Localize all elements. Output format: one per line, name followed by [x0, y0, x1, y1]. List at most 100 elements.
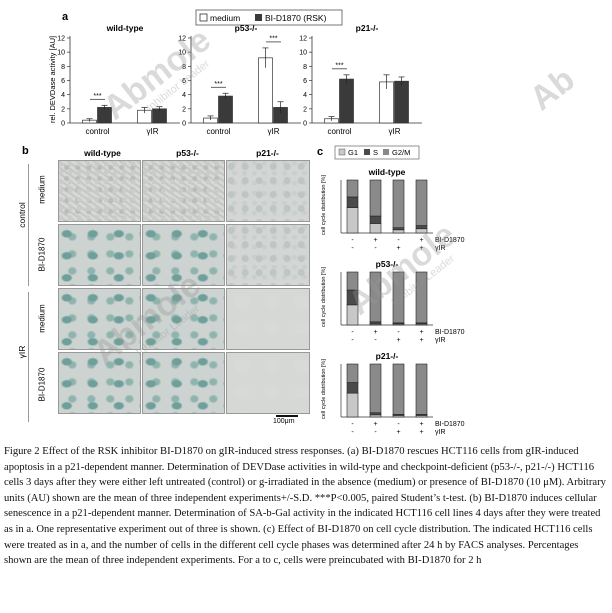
col-header-p53: p53-/-	[176, 148, 199, 158]
panel-a-bar-charts: a medium BI-D1870 (RSK) rel. DEVDase act…	[48, 9, 422, 136]
micrograph-p21-gir-bi	[226, 352, 310, 414]
stacked-segment	[369, 179, 382, 217]
stacked-segment	[346, 271, 359, 291]
chart-title: wild-type	[368, 167, 406, 177]
sign-gir: -	[351, 429, 354, 436]
sign-gir: -	[351, 245, 354, 252]
row-group-control: control	[17, 202, 27, 228]
stacked-segment	[369, 271, 382, 323]
x-tick-label: γIR	[389, 127, 401, 136]
panel-a-label: a	[62, 11, 69, 23]
panel-b-micrographs: b wild-type p53-/- p21-/- control γIR me…	[0, 142, 315, 438]
chart-title: wild-type	[106, 23, 144, 33]
row-label-bi: BI-D1870	[435, 237, 465, 244]
stacked-segment	[415, 228, 428, 234]
micrograph-p53-gir-medium	[142, 288, 225, 350]
sign-bi: +	[373, 329, 377, 336]
bar	[97, 107, 112, 124]
stacked-segment	[346, 179, 359, 198]
y-axis-label: cell cycle distribution [%]	[321, 267, 327, 327]
y-tick-label: 4	[61, 92, 65, 99]
scale-bar-label: 100μm	[273, 418, 295, 425]
y-axis-label: cell cycle distribution [%]	[321, 359, 327, 419]
legend-bi-label: BI-D1870 (RSK)	[265, 13, 327, 23]
chart-title: p53-/-	[235, 23, 258, 33]
chart-a-0: 0 2 4 6 8 10 12 wild-type control *** γIR	[57, 23, 180, 136]
legend-g2m-label: G2/M	[392, 148, 410, 157]
micrograph-wt-control-bi	[58, 224, 141, 286]
row-label-gir-bi: BI-D1870	[37, 367, 47, 402]
x-tick-label: control	[85, 127, 109, 136]
sign-gir: +	[419, 429, 423, 436]
legend-g1-label: G1	[348, 148, 358, 157]
row-label-control-bi: BI-D1870	[37, 237, 47, 272]
stacked-segment	[392, 229, 405, 234]
row-label-gir: γIR	[435, 429, 446, 436]
row-label-gir: γIR	[435, 337, 446, 344]
sign-gir: -	[374, 337, 377, 344]
y-axis-label: cell cycle distribution [%]	[321, 175, 327, 235]
y-tick-label: 6	[303, 78, 307, 85]
x-tick-label: γIR	[268, 127, 280, 136]
y-tick-label: 8	[303, 64, 307, 71]
chart-c-2: p21-/-cell cycle distribution [%]--+--++…	[321, 351, 465, 436]
stacked-segment	[369, 412, 382, 416]
y-tick-label: 2	[182, 106, 186, 113]
y-tick-label: 0	[61, 121, 65, 128]
y-tick-label: 6	[182, 78, 186, 85]
stacked-segment	[346, 363, 359, 383]
x-tick-label: control	[327, 127, 351, 136]
row-label-control-medium: medium	[37, 175, 47, 204]
y-tick-label: 12	[178, 36, 186, 43]
chart-a-2: 0 2 4 6 8 10 12 p21-/- control *** γIR	[299, 23, 422, 136]
row-label-bi: BI-D1870	[435, 329, 465, 336]
stacked-segment	[415, 179, 428, 226]
stacked-segment	[392, 363, 405, 415]
significance-label: ***	[93, 93, 101, 100]
stacked-segment	[346, 392, 359, 418]
chart-title: p53-/-	[376, 259, 399, 269]
bar	[394, 80, 409, 124]
micrograph-p21-control-medium	[226, 160, 310, 222]
chart-a-1: 0 2 4 6 8 10 12 p53-/- control *** γIR ***	[178, 23, 301, 136]
sign-bi: +	[373, 421, 377, 428]
sign-bi: +	[419, 237, 423, 244]
stacked-segment	[392, 271, 405, 324]
stacked-segment	[346, 289, 359, 306]
y-tick-label: 4	[303, 92, 307, 99]
panel-c-stacked-charts: c G1 S G2/M wild-type cell cycle distribu…	[317, 145, 465, 436]
sign-gir: +	[396, 337, 400, 344]
significance-label: ***	[335, 62, 343, 69]
sign-bi: +	[373, 237, 377, 244]
y-tick-label: 10	[57, 50, 65, 57]
panel-a-ylabel: rel. DEVDase activity [AU]	[48, 36, 57, 123]
sign-bi: -	[351, 421, 354, 428]
sign-gir: -	[374, 245, 377, 252]
micrograph-p53-control-medium	[142, 160, 225, 222]
y-tick-label: 4	[182, 92, 186, 99]
col-header-wild-type: wild-type	[84, 148, 121, 158]
sign-bi: +	[419, 421, 423, 428]
panel-a-legend: medium BI-D1870 (RSK)	[195, 9, 343, 26]
significance-label: ***	[269, 35, 277, 42]
sign-gir: +	[419, 245, 423, 252]
y-tick-label: 10	[299, 50, 307, 57]
x-tick-label: γIR	[147, 127, 159, 136]
row-label-bi: BI-D1870	[435, 421, 465, 428]
stacked-segment	[346, 207, 359, 234]
stacked-segment	[392, 227, 405, 231]
micrograph-p21-control-bi	[226, 224, 310, 286]
chart-c-1: p53-/-cell cycle distribution [%]--+--++…	[321, 259, 465, 344]
bar	[339, 78, 354, 124]
y-tick-label: 2	[303, 106, 307, 113]
sign-bi: +	[419, 329, 423, 336]
micrograph-wt-gir-medium	[58, 288, 141, 350]
col-header-p21: p21-/-	[256, 148, 279, 158]
stacked-segment	[346, 304, 359, 326]
sign-bi: -	[397, 237, 400, 244]
stacked-segment	[346, 382, 359, 394]
y-tick-label: 0	[182, 121, 186, 128]
sign-bi: -	[397, 329, 400, 336]
stacked-segment	[369, 363, 382, 414]
micrograph-p21-gir-medium	[226, 288, 310, 350]
